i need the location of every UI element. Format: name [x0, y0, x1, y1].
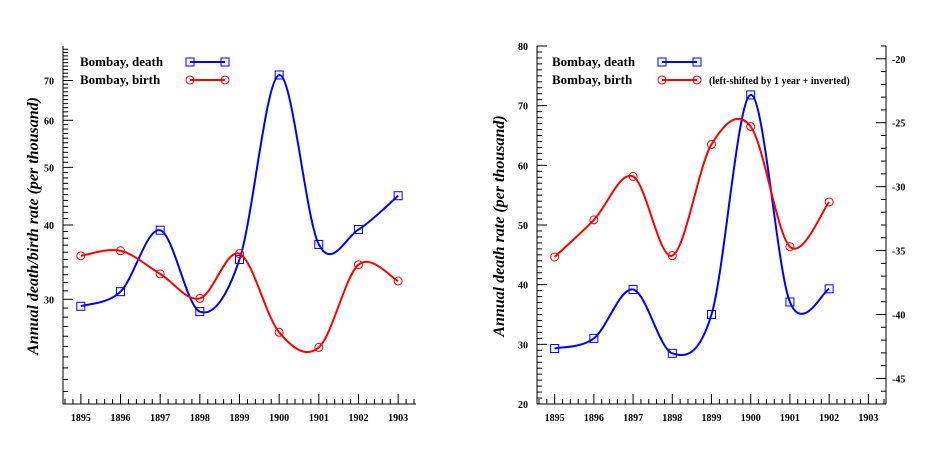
y-axis-label-right: Annual death rate (per thousand): [491, 115, 508, 337]
x-tick-label: 1898: [662, 413, 682, 424]
death-series-point: [116, 287, 126, 297]
x-tick-label: 1899: [702, 413, 722, 424]
birth-series-point: [393, 276, 403, 286]
y-tick-label: 70: [518, 102, 528, 113]
y2-tick-label: -35: [892, 247, 905, 258]
y2-tick-label: -45: [892, 374, 905, 385]
birth-series-point: [550, 252, 560, 262]
chart-left: Annual death/birth rate (per thousand) 1…: [25, 46, 416, 424]
death-series-point: [274, 70, 284, 80]
death-series-point: [824, 284, 834, 294]
death-series-point: [628, 284, 638, 294]
x-tick-label: 1899: [230, 413, 250, 424]
birth-series-point: [707, 139, 716, 149]
birth-series-point: [353, 260, 363, 270]
death-series-point: [785, 297, 795, 307]
birth-series-point: [785, 242, 795, 252]
x-tick-label: 1901: [780, 413, 800, 424]
legend-swatch-marker: [220, 57, 230, 67]
death-series-point: [707, 310, 716, 319]
death-series-point: [314, 239, 324, 249]
death-series-point: [393, 191, 403, 201]
x-tick-label: 1898: [190, 413, 210, 424]
y-tick-label: 50: [44, 163, 54, 174]
y-tick-label: 40: [518, 281, 528, 292]
birth-series-point: [274, 327, 284, 337]
y2-tick-label: -30: [892, 183, 905, 194]
y-tick-label: 50: [518, 221, 528, 232]
legend-label: Bombay, death: [552, 54, 636, 69]
y2-tick-label: -20: [892, 55, 905, 66]
birth-series-point: [116, 246, 126, 256]
y-tick-label: 40: [44, 221, 54, 232]
birth-series-point: [628, 171, 638, 181]
legend-swatch-marker: [220, 75, 230, 85]
x-tick-label: 1896: [584, 413, 604, 424]
x-tick-label: 1895: [545, 413, 565, 424]
birth-series-point: [155, 269, 165, 279]
y-tick-label: 20: [518, 400, 528, 411]
y2-tick-label: -25: [892, 119, 905, 130]
y-tick-label: 60: [44, 116, 54, 127]
death-series-point: [76, 301, 86, 311]
legend-note: (left-shifted by 1 year + inverted): [709, 76, 850, 87]
y-axis-label-left: Annual death/birth rate (per thousand): [25, 97, 42, 356]
x-tick-label: 1902: [348, 413, 368, 424]
x-tick-label: 1903: [858, 413, 878, 424]
birth-series-point: [746, 122, 756, 132]
chart-right: Annual death rate (per thousand) 1895 189…: [491, 42, 905, 424]
y-tick-label: 30: [518, 340, 528, 351]
birth-series-point: [76, 251, 86, 261]
legend-swatch-marker: [692, 57, 702, 67]
x-tick-label: 1902: [819, 413, 839, 424]
x-tick-label: 1895: [71, 413, 91, 424]
x-tick-label: 1897: [150, 413, 170, 424]
y-tick-label: 70: [44, 76, 54, 87]
y-tick-label: 30: [44, 295, 54, 306]
death-series-point: [235, 254, 244, 264]
legend-swatch-marker: [185, 75, 195, 85]
x-tick-label: 1901: [309, 413, 329, 424]
legend-label: Bombay, birth: [552, 72, 633, 87]
legend-swatch-marker: [692, 75, 702, 85]
legend-label: Bombay, death: [80, 54, 164, 69]
death-series-line: [554, 93, 830, 357]
birth-series-point: [589, 215, 599, 225]
death-series-point: [550, 344, 560, 354]
death-series-point: [667, 348, 677, 358]
x-tick-label: 1896: [111, 413, 131, 424]
birth-series-point: [195, 293, 205, 303]
birth-series-line: [80, 249, 399, 353]
death-series-point: [589, 333, 599, 343]
birth-series-point: [314, 342, 324, 352]
legend-swatch-marker: [657, 75, 667, 85]
birth-series-line: [553, 117, 830, 258]
birth-series-point: [667, 251, 677, 261]
birth-series-point: [824, 197, 834, 207]
y-tick-label: 80: [518, 42, 528, 53]
death-series-point: [155, 225, 165, 235]
legend-swatch-marker: [185, 57, 195, 67]
birth-series-point: [235, 249, 244, 259]
legend-label: Bombay, birth: [80, 72, 161, 87]
death-series-point: [353, 225, 363, 235]
x-tick-label: 1900: [741, 413, 761, 424]
x-tick-label: 1903: [388, 413, 408, 424]
y2-tick-label: -40: [892, 311, 905, 322]
death-series-line: [80, 74, 399, 314]
legend-swatch-marker: [657, 57, 667, 67]
death-series-point: [195, 307, 205, 317]
death-series-point: [746, 90, 756, 100]
y-tick-label: 60: [518, 161, 528, 172]
x-tick-label: 1900: [269, 413, 289, 424]
x-tick-label: 1897: [623, 413, 643, 424]
